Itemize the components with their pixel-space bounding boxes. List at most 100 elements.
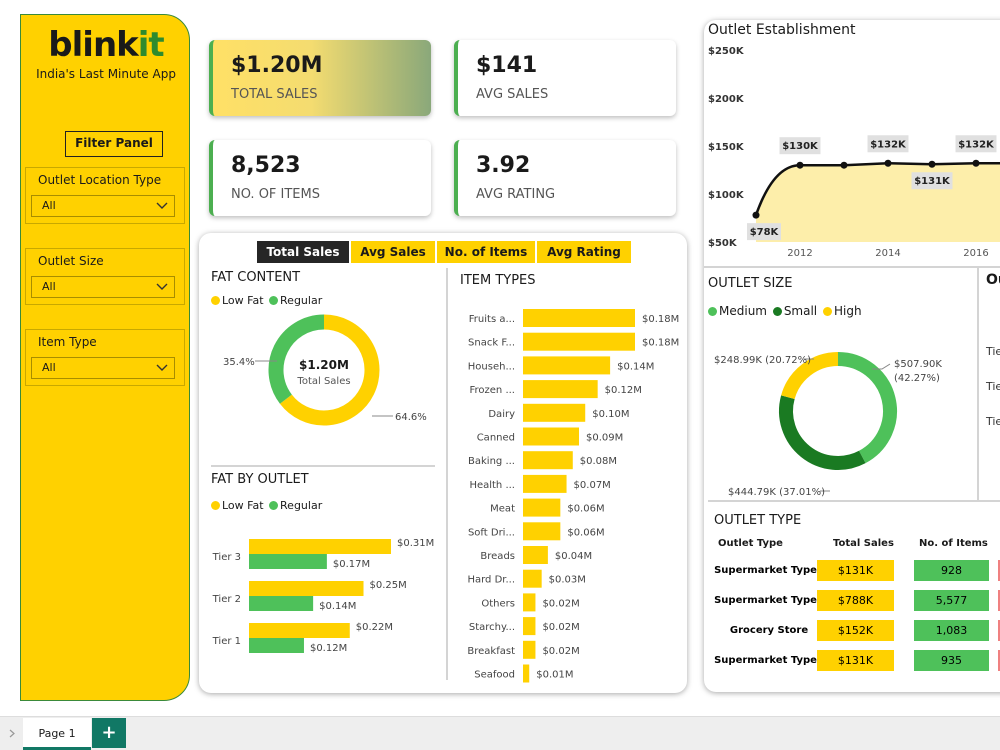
x-tick-label: 2014: [875, 248, 900, 259]
point-label: $131K: [914, 176, 951, 187]
outlet-size-title: OUTLET SIZE: [708, 276, 793, 291]
slicer-label: Outlet Location Type: [38, 173, 162, 187]
bar-item-type[interactable]: [523, 546, 548, 564]
kpi-avg-sales: $141 AVG SALES: [454, 40, 676, 116]
donut-slice-small[interactable]: [779, 395, 866, 470]
kpi-avg-rating: 3.92 AVG RATING: [454, 140, 676, 216]
bar-item-type[interactable]: [523, 332, 635, 351]
bar-item-type[interactable]: [523, 309, 635, 327]
outlet-location-type-dropdown[interactable]: All: [31, 195, 175, 217]
bar-tier-2-low-fat[interactable]: [249, 581, 364, 596]
bar-item-type[interactable]: [523, 640, 536, 659]
legend-regular: Regular: [280, 499, 323, 512]
donut-slice-regular[interactable]: [268, 314, 325, 404]
item-type-dropdown[interactable]: All: [31, 357, 175, 379]
slicer-label: Item Type: [38, 335, 97, 349]
divider: [708, 500, 1000, 502]
bar-tier-3-low-fat[interactable]: [249, 539, 391, 554]
total-sales-cell: $131K: [817, 560, 894, 581]
tab-avg-sales[interactable]: Avg Sales: [351, 241, 435, 263]
slice-label: 64.6%: [395, 412, 427, 423]
bar-value-label: $0.12M: [310, 643, 347, 654]
column-header: Outlet Type: [718, 538, 783, 549]
point-label-box: [955, 135, 997, 153]
bar-item-type[interactable]: [523, 403, 586, 422]
outlet-panel: Outlet Establishment $250K $200K $150K $100…: [704, 20, 1000, 692]
data-point[interactable]: [796, 161, 804, 169]
kpi-total-sales: $1.20M TOTAL SALES: [209, 40, 431, 116]
chevron-right-icon[interactable]: [9, 729, 15, 738]
blinkit-logo: blinkit: [48, 25, 164, 65]
outlet-size-legend: Medium Small High: [708, 304, 862, 318]
legend-regular: Regular: [280, 294, 323, 307]
bar-item-type[interactable]: [523, 498, 561, 517]
fat-content-donut: $1.20M Total Sales 64.6% 35.4%: [223, 314, 427, 426]
bar-item-type[interactable]: [523, 427, 579, 446]
x-tick-label: 2016: [963, 248, 988, 259]
x-tick-label: 2012: [787, 248, 812, 259]
legend-low-fat: Low Fat: [222, 499, 264, 512]
outlet-size-donut: $507.90K (42.27%) $444.79K (37.01%) $248.99…: [714, 352, 942, 498]
total-sales-cell: $788K: [817, 590, 894, 611]
donut-slice-medium[interactable]: [837, 352, 897, 464]
bar-item-type[interactable]: [523, 380, 598, 399]
data-point[interactable]: [928, 160, 936, 168]
donut-center-label: Total Sales: [296, 376, 350, 387]
tab-total-sales[interactable]: Total Sales: [257, 241, 349, 263]
category-label: Snack F...: [468, 338, 515, 349]
chevron-down-icon: [156, 202, 168, 209]
slicer-label: Outlet Size: [38, 254, 104, 268]
outlet-size-dropdown[interactable]: All: [31, 276, 175, 298]
bar-item-type[interactable]: [523, 617, 536, 636]
add-page-button[interactable]: +: [92, 718, 126, 748]
bar-value-label: $0.03M: [549, 575, 586, 586]
slice-label: $248.99K (20.72%): [714, 355, 811, 366]
data-point[interactable]: [884, 159, 892, 167]
category-label: Househ...: [468, 361, 515, 372]
category-label: Dairy: [488, 409, 515, 420]
items-cell: 935: [914, 650, 989, 671]
bar-item-type[interactable]: [523, 522, 561, 541]
legend-medium: Medium: [719, 304, 767, 318]
bar-value-label: $0.22M: [356, 622, 393, 633]
legend-swatch: [269, 501, 279, 510]
bar-tier-1-regular[interactable]: [249, 638, 304, 653]
donut-slice-low-fat[interactable]: [279, 314, 380, 426]
page-tab-1[interactable]: Page 1: [23, 718, 91, 750]
data-point[interactable]: [840, 161, 848, 169]
area-line: [754, 162, 1000, 216]
bar-value-label: $0.02M: [542, 598, 579, 609]
donut-slice-high[interactable]: [781, 352, 839, 400]
bar-item-type[interactable]: [523, 474, 567, 493]
bar-tier-2-regular[interactable]: [249, 596, 314, 611]
category-label: Breads: [480, 551, 515, 562]
bar-tier-3-regular[interactable]: [249, 554, 327, 569]
bar-item-type[interactable]: [523, 569, 542, 588]
kpi-label: NO. OF ITEMS: [231, 187, 320, 202]
data-point[interactable]: [752, 211, 760, 219]
donut-center-value: $1.20M: [299, 358, 349, 372]
tab-avg-rating[interactable]: Avg Rating: [537, 241, 631, 263]
fat-content-legend: Low Fat Regular: [211, 294, 322, 307]
kpi-label: TOTAL SALES: [231, 87, 318, 102]
bar-item-type[interactable]: [523, 593, 536, 612]
total-sales-cell: $131K: [817, 650, 894, 671]
bar-item-type[interactable]: [523, 664, 530, 683]
items-cell: 928: [914, 560, 989, 581]
data-point[interactable]: [972, 159, 980, 167]
bar-value-label: $0.18M: [642, 314, 679, 325]
category-label: Tier 1: [212, 636, 241, 647]
outlet-establishment-title: Outlet Establishment: [708, 22, 856, 38]
items-cell: 1,083: [914, 620, 989, 641]
bar-value-label: $0.07M: [574, 480, 611, 491]
category-label: Canned: [477, 433, 515, 444]
y-tick-label: $50K: [708, 238, 738, 249]
point-label-box: [747, 223, 781, 241]
bar-item-type[interactable]: [523, 356, 611, 375]
divider: [977, 268, 979, 500]
cut-cell: [998, 620, 1000, 641]
bar-item-type[interactable]: [523, 451, 573, 470]
bar-tier-1-low-fat[interactable]: [249, 623, 350, 638]
tab-no-of-items[interactable]: No. of Items: [437, 241, 535, 263]
item-types-title: ITEM TYPES: [460, 273, 536, 288]
